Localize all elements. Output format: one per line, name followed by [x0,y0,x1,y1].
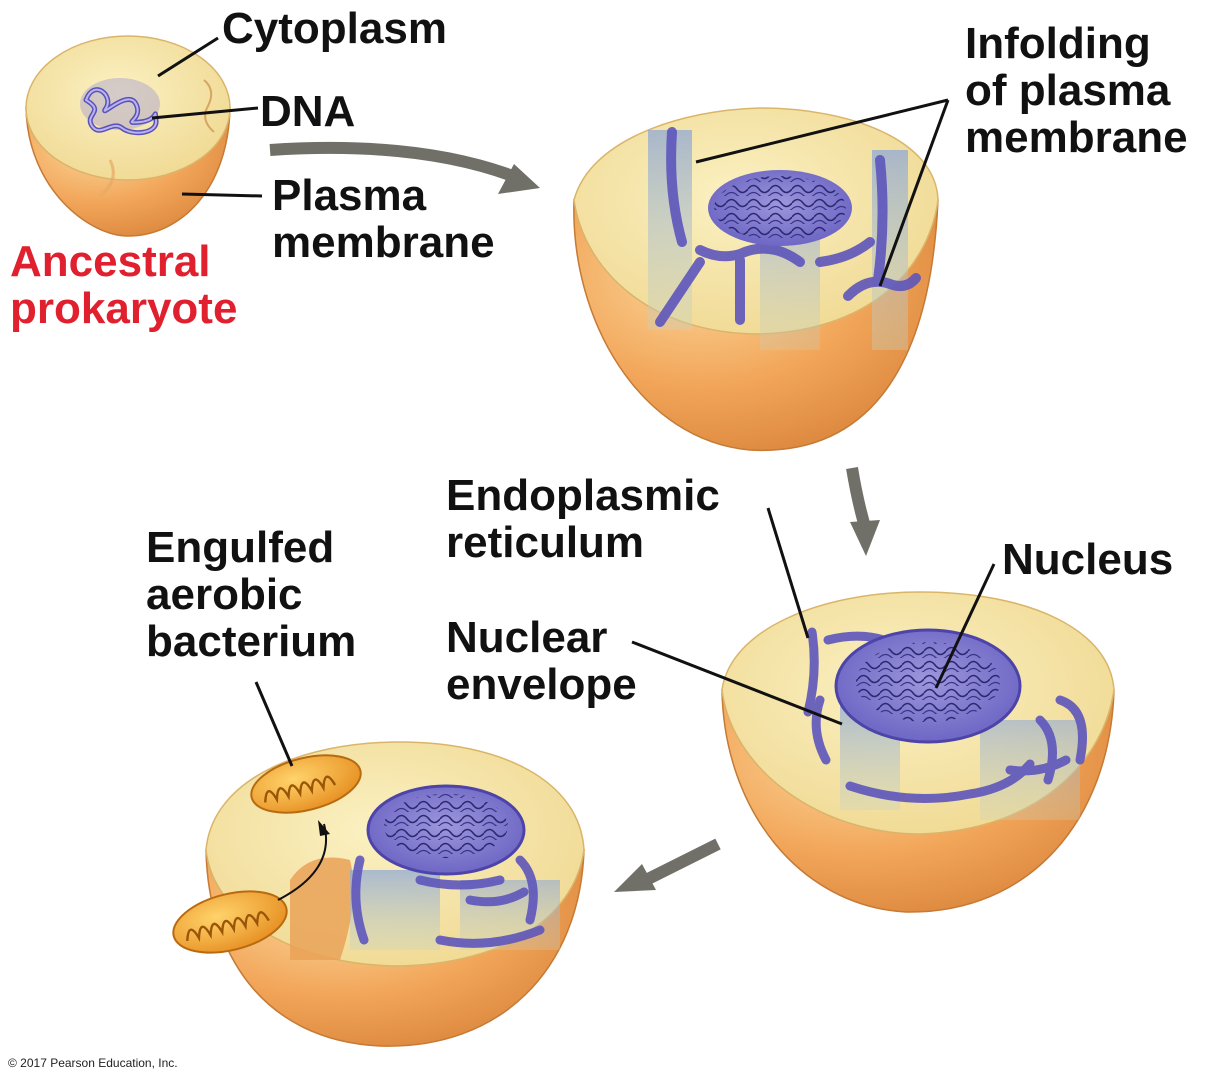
plasma-membrane-label: Plasma membrane [272,172,495,266]
infolding-cell [573,107,939,452]
cytoplasm-label: Cytoplasm [222,5,447,52]
ancestral-prokaryote-line-2: prokaryote [10,284,238,333]
dna-text: DNA [260,87,356,136]
engulfing-cell-nucleus [366,784,526,876]
mitochondrion-outside [172,890,288,954]
leader-infolding-b [878,99,950,287]
nuclear-envelope-label: Nuclear envelope [446,614,637,708]
leader-er [766,507,810,639]
ancestral-prokaryote-line-1: Ancestral [10,237,211,286]
nucleus [834,628,1022,744]
leader-engulfed [254,681,294,767]
ancestral-prokaryote-cell [25,35,231,237]
engulfed-bacterium-label: Engulfed aerobic bacterium [146,524,356,665]
er-line-1: Endoplasmic [446,471,720,520]
leader-infolding-a [695,98,949,164]
engulfed-line-1: Engulfed [146,523,335,572]
ancestral-prokaryote-label: Ancestral prokaryote [10,238,237,332]
dna-label: DNA [260,88,355,135]
endoplasmic-reticulum-membranes [803,627,1087,803]
leader-plasma-membrane [181,192,263,198]
infolding-line-3: membrane [965,113,1188,162]
cytoplasm-text: Cytoplasm [222,4,447,53]
engulfing-cell [172,741,585,1047]
nucleated-cell [721,591,1115,913]
copyright-notice: © 2017 Pearson Education, Inc. [8,1056,178,1070]
arrow-cell3-to-cell4 [643,838,721,886]
arrow-cell2-to-cell3 [846,467,872,532]
infolding-line-2: of plasma [965,66,1171,115]
leader-nuclear-envelope [631,640,843,726]
engulfed-line-2: aerobic [146,570,303,619]
nuclear-envelope-line-1: Nuclear [446,613,608,662]
leader-nucleus [934,563,996,689]
nucleus-text: Nucleus [1002,535,1174,584]
nuclear-envelope-line-2: envelope [446,660,637,709]
infolding-line-1: Infolding [965,19,1151,68]
leader-cytoplasm [157,36,219,78]
process-arrows [269,141,880,892]
infolding-label: Infolding of plasma membrane [965,20,1188,161]
plasma-membrane-line-1: Plasma [272,171,427,220]
leader-dna [151,106,259,120]
nucleus-label: Nucleus [1002,536,1173,583]
arrow-cell1-to-cell2 [269,141,521,184]
plasma-membrane-folds [655,127,921,327]
engulfed-line-3: bacterium [146,617,357,666]
infolding-dna-mass [708,170,852,246]
label-leader-lines [151,36,996,767]
er-line-2: reticulum [446,518,645,567]
mitochondrion-inside [250,754,362,814]
engulfing-cell-er [351,855,545,948]
endoplasmic-reticulum-label: Endoplasmic reticulum [446,472,720,566]
plasma-membrane-line-2: membrane [272,218,495,267]
